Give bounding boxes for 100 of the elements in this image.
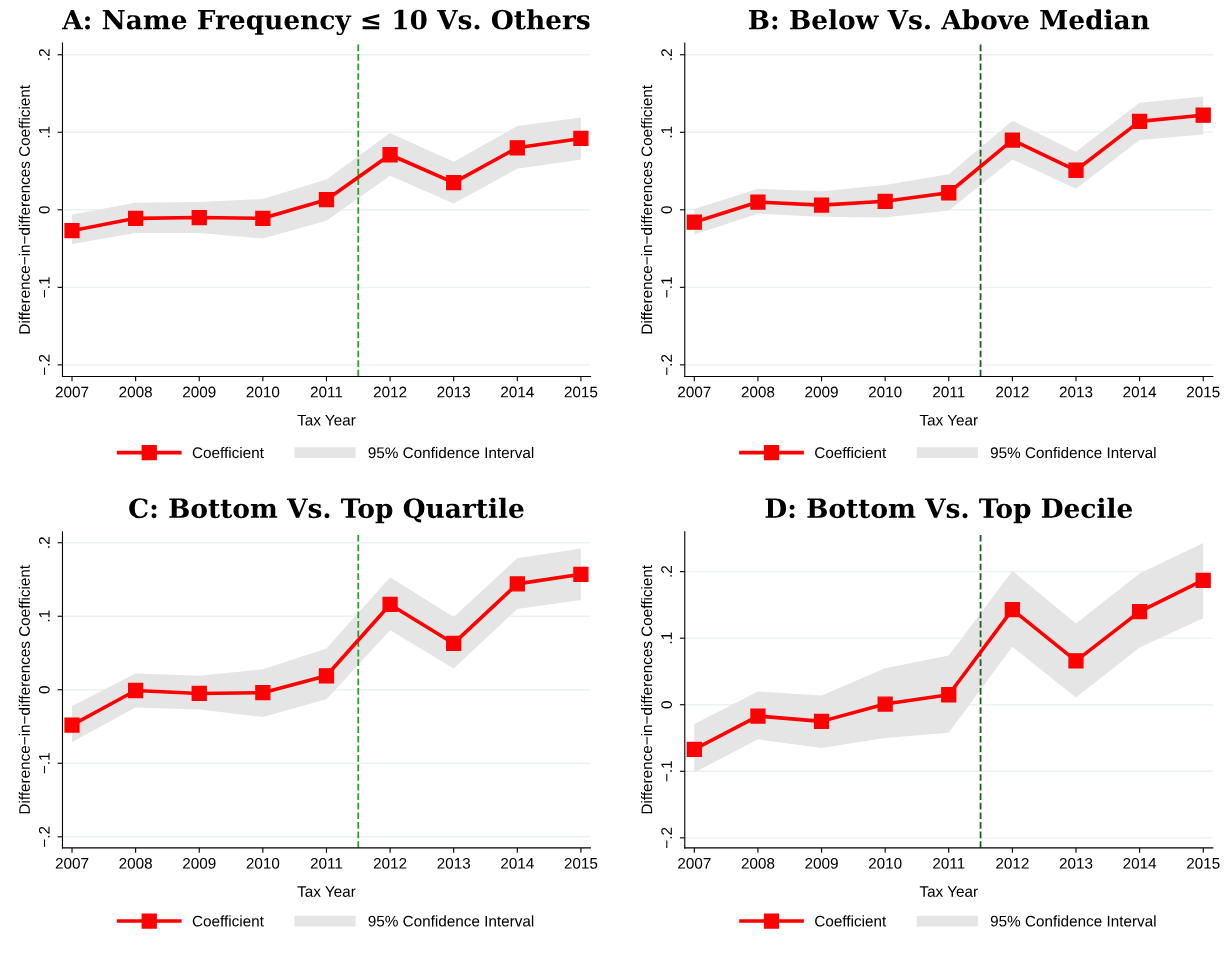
x-tick-label: 2010 (868, 857, 902, 869)
x-tick-label: 2008 (119, 857, 152, 869)
y-tick-label: .2 (38, 49, 50, 60)
point (877, 696, 893, 712)
x-tick-label: 2008 (741, 386, 775, 398)
point (813, 713, 830, 730)
x-tick-label: 2009 (183, 857, 216, 869)
y-axis-title: Difference−in−differences Coefficient (18, 85, 30, 334)
x-tick-label: 2009 (805, 386, 838, 398)
x-tick-label: 2013 (1059, 857, 1093, 869)
x-tick-label: 2015 (564, 857, 598, 869)
text: 95% Confidence Interval (368, 915, 534, 927)
point (382, 147, 398, 163)
point (446, 175, 462, 191)
point (877, 193, 893, 209)
x-tick-label: 2007 (678, 386, 711, 398)
point (1068, 162, 1084, 178)
y-tick-label: 0 (661, 701, 673, 709)
y-tick-label: −.1 (39, 753, 50, 774)
x-tick-label: 2014 (1123, 386, 1157, 398)
x-tick-label: 2010 (246, 386, 280, 398)
point (255, 685, 271, 701)
y-tick-label: −.1 (661, 277, 672, 298)
point (813, 197, 830, 213)
point (255, 210, 271, 226)
x-tick-label: 2014 (1123, 857, 1157, 869)
y-tick-label: 0 (38, 686, 50, 694)
point (64, 223, 80, 239)
y-axis-title: Difference−in−differences Coefficient (641, 565, 653, 814)
y-tick-label: .1 (661, 126, 672, 138)
point (573, 130, 589, 147)
y-tick-label: .1 (661, 632, 672, 644)
point (191, 209, 207, 226)
x-tick-label: 2013 (1059, 386, 1093, 398)
x-axis-title: Tax Year (919, 414, 978, 426)
point (191, 685, 207, 702)
point (318, 668, 335, 684)
x-tick-label: 2007 (678, 857, 711, 869)
x-tick-label: 2013 (437, 857, 471, 869)
x-tick-label: 2009 (183, 386, 216, 398)
point (1004, 132, 1021, 148)
point (1004, 601, 1021, 618)
x-tick-label: 2012 (373, 386, 407, 398)
point (941, 185, 957, 201)
text: 95% Confidence Interval (990, 446, 1156, 459)
text: 95% Confidence Interval (990, 915, 1156, 927)
x-tick-label: 2009 (805, 857, 838, 869)
x-tick-label: 2011 (310, 857, 343, 869)
legend-label: Coefficient (815, 446, 887, 459)
point (509, 576, 525, 592)
point (1068, 653, 1084, 669)
point (686, 214, 702, 230)
x-tick-label: 2012 (996, 386, 1029, 398)
point (750, 194, 766, 210)
point (573, 566, 589, 582)
chart-title: C: Bottom Vs. Top Quartile (129, 497, 524, 524)
point (1195, 107, 1211, 123)
point (382, 596, 398, 613)
x-axis-title: Tax Year (297, 886, 356, 897)
legend-label: Coefficient (192, 915, 264, 927)
y-tick-label: −.2 (661, 354, 672, 375)
x-tick-label: 2015 (1186, 386, 1220, 398)
y-tick-label: 0 (38, 206, 50, 214)
x-tick-label: 2011 (310, 386, 343, 398)
y-tick-label: .2 (661, 49, 672, 60)
point (127, 210, 144, 226)
y-tick-label: .2 (661, 566, 672, 577)
x-axis-title: Tax Year (297, 414, 356, 426)
x-tick-label: 2010 (246, 857, 280, 869)
y-tick-label: −.1 (661, 761, 672, 782)
point (509, 140, 525, 156)
chart-title: A: Name Frequency ≤ 10 Vs. Others (62, 9, 590, 36)
point (686, 741, 702, 757)
point (64, 717, 80, 733)
x-tick-label: 2012 (996, 857, 1029, 869)
point (127, 682, 144, 699)
y-tick-label: .1 (39, 610, 50, 622)
x-tick-label: 2008 (741, 857, 775, 869)
legend-label: Coefficient (815, 915, 887, 927)
y-tick-label: −.1 (39, 277, 50, 298)
text: 95% Confidence Interval (368, 446, 534, 459)
y-tick-label: −.2 (661, 827, 672, 848)
y-tick-label: .2 (38, 537, 50, 548)
x-tick-label: 2013 (437, 386, 471, 398)
chart-title: D: Bottom Vs. Top Decile (765, 497, 1133, 524)
point (318, 192, 335, 208)
x-axis-title: Tax Year (919, 886, 978, 897)
x-tick-label: 2010 (868, 386, 902, 398)
point (1131, 603, 1148, 620)
x-tick-label: 2011 (933, 857, 965, 869)
x-tick-label: 2015 (564, 386, 598, 398)
x-tick-label: 2014 (501, 857, 534, 869)
point (1131, 113, 1148, 130)
chart-title: B: Below Vs. Above Median (748, 9, 1150, 30)
x-tick-label: 2012 (373, 857, 407, 869)
point (941, 687, 957, 703)
y-tick-label: −.2 (38, 354, 50, 375)
y-axis-title: Difference−in−differences Coefficient (18, 565, 30, 814)
x-tick-label: 2008 (119, 386, 152, 398)
x-tick-label: 2011 (933, 386, 965, 398)
